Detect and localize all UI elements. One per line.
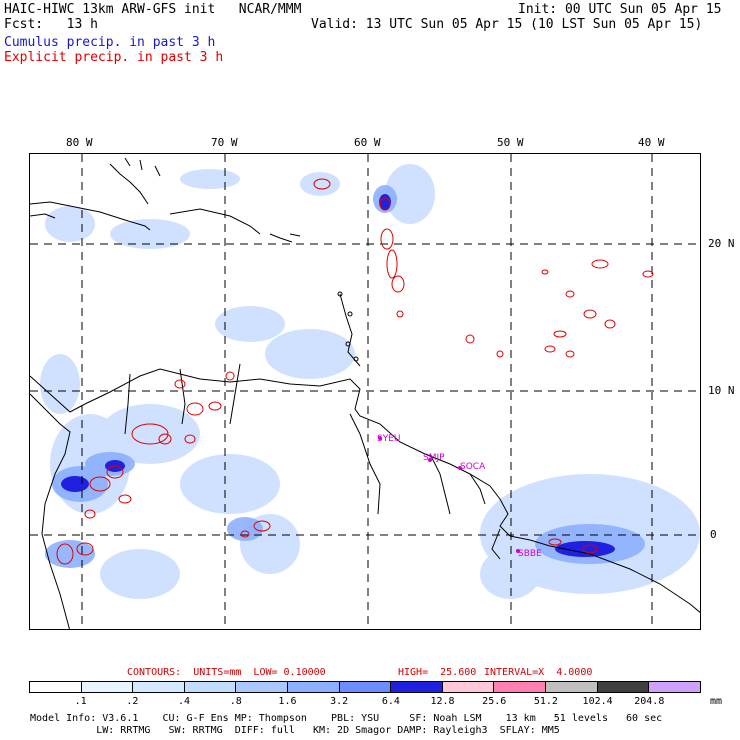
grid-lines: [30, 154, 700, 629]
cumulus-shading-heavy: [61, 194, 615, 557]
colorbar-tick: .4: [178, 696, 191, 707]
contour-high: HIGH= 25.600: [398, 667, 477, 678]
colorbar-segment: [236, 682, 289, 692]
cumulus-legend: Cumulus precip. in past 3 h: [4, 35, 216, 50]
station-label-syeu: SYEU: [377, 434, 400, 444]
model-info-line1: Model Info: V3.6.1 CU: G-F Ens MP: Thomp…: [30, 713, 663, 724]
map-canvas: SYEU SMJP SOCA SBBE: [30, 154, 700, 629]
colorbar-segment: [30, 682, 82, 692]
station-label-soca: SOCA: [460, 462, 486, 472]
colorbar-unit: mm: [710, 696, 723, 707]
lon-label-50w: 50 W: [497, 136, 524, 149]
colorbar-tick: .2: [126, 696, 139, 707]
contour-units: CONTOURS: UNITS=mm LOW= 0.10000: [127, 667, 326, 678]
colorbar: [29, 681, 701, 693]
colorbar-segment: [649, 682, 700, 692]
colorbar-segment: [184, 682, 237, 692]
colorbar-tick: 1.6: [278, 696, 297, 707]
forecast-hour: Fcst: 13 h: [4, 17, 98, 32]
colorbar-tick: 6.4: [381, 696, 400, 707]
model-info-line2: LW: RRTMG SW: RRTMG DIFF: full KM: 2D Sm…: [30, 725, 560, 736]
lon-label-40w: 40 W: [638, 136, 665, 149]
lat-label-10n: 10 N: [708, 384, 735, 397]
colorbar-segment: [339, 682, 392, 692]
valid-time: Valid: 13 UTC Sun 05 Apr 15 (10 LST Sun …: [311, 17, 703, 32]
colorbar-tick: 204.8: [634, 696, 665, 707]
lat-label-eq: 0: [710, 528, 717, 541]
colorbar-segment: [288, 682, 340, 692]
lat-label-20n: 20 N: [708, 237, 735, 250]
lon-label-80w: 80 W: [66, 136, 93, 149]
explicit-contours: [56, 178, 654, 565]
colorbar-segment: [597, 682, 650, 692]
colorbar-tick: 3.2: [330, 696, 349, 707]
colorbar-tick: 102.4: [582, 696, 613, 707]
station-markers: [378, 436, 520, 553]
contour-interval: INTERVAL=X 4.0000: [484, 667, 593, 678]
init-time: Init: 00 UTC Sun 05 Apr 15: [518, 2, 722, 17]
colorbar-tick: .1: [74, 696, 87, 707]
lon-label-70w: 70 W: [211, 136, 238, 149]
coastlines: [30, 157, 700, 629]
station-label-smjp: SMJP: [423, 453, 445, 463]
colorbar-tick: .8: [229, 696, 242, 707]
colorbar-tick: 51.2: [533, 696, 558, 707]
colorbar-segment: [133, 682, 185, 692]
model-title: HAIC-HIWC 13km ARW-GFS init NCAR/MMM: [4, 2, 302, 17]
explicit-legend: Explicit precip. in past 3 h: [4, 50, 224, 65]
precip-map: SYEU SMJP SOCA SBBE: [29, 153, 701, 630]
colorbar-segment: [391, 682, 443, 692]
colorbar-tick: 12.8: [430, 696, 455, 707]
colorbar-segment: [81, 682, 134, 692]
lon-label-60w: 60 W: [354, 136, 381, 149]
colorbar-tick: 25.6: [482, 696, 507, 707]
station-label-sbbe: SBBE: [518, 549, 542, 559]
colorbar-segment: [546, 682, 598, 692]
colorbar-segment: [494, 682, 547, 692]
colorbar-segment: [442, 682, 495, 692]
